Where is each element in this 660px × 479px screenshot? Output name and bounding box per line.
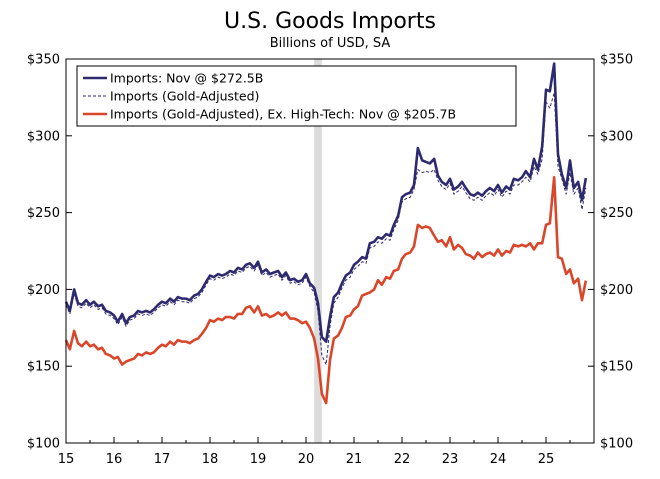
- x-tick-label: 19: [250, 452, 267, 467]
- x-tick-label: 21: [346, 452, 363, 467]
- recession-shade: [314, 59, 322, 443]
- y-tick-label-left: $250: [27, 206, 60, 221]
- x-tick-label: 17: [154, 452, 171, 467]
- legend-box: [76, 65, 517, 127]
- x-tick-label: 25: [538, 452, 555, 467]
- series-line-1: [64, 62, 588, 343]
- y-tick-label-right: $250: [600, 206, 633, 221]
- recession-shade-layer: [314, 59, 322, 443]
- x-tick-label: 16: [106, 452, 123, 467]
- legend-label-3: Imports (Gold-Adjusted), Ex. High-Tech: …: [110, 107, 456, 122]
- x-tick-label: 15: [58, 452, 75, 467]
- legend-label-1: Imports: Nov @ $272.5B: [110, 71, 263, 86]
- x-tick-label: 24: [490, 452, 507, 467]
- y-tick-label-right: $150: [600, 360, 633, 375]
- y-tick-label-right: $200: [600, 283, 633, 298]
- y-tick-label-left: $350: [27, 53, 60, 68]
- x-tick-label: 20: [298, 452, 315, 467]
- legend-label-2: Imports (Gold-Adjusted): [110, 89, 259, 104]
- series-line-2: [65, 92, 587, 366]
- legend: Imports: Nov @ $272.5B Imports (Gold-Adju…: [76, 65, 517, 127]
- chart-title: U.S. Goods Imports: [224, 9, 436, 34]
- x-tick-label: 22: [394, 452, 411, 467]
- y-tick-label-right: $100: [600, 437, 633, 452]
- y-tick-label-left: $300: [27, 129, 60, 144]
- axis-layer: $100 $100 $150 $150 $200 $200 $250 $250 $300 $300…: [27, 53, 633, 468]
- chart-subtitle: Billions of USD, SA: [270, 36, 391, 51]
- y-tick-label-right: $300: [600, 129, 633, 144]
- y-tick-label-left: $150: [27, 360, 60, 375]
- y-tick-label-left: $100: [27, 437, 60, 452]
- x-tick-label: 18: [202, 452, 219, 467]
- series-layer: [64, 62, 588, 405]
- y-tick-label-right: $350: [600, 53, 633, 68]
- series-line-3: [64, 175, 588, 405]
- x-tick-label: 23: [442, 452, 459, 467]
- y-tick-label-left: $200: [27, 283, 60, 298]
